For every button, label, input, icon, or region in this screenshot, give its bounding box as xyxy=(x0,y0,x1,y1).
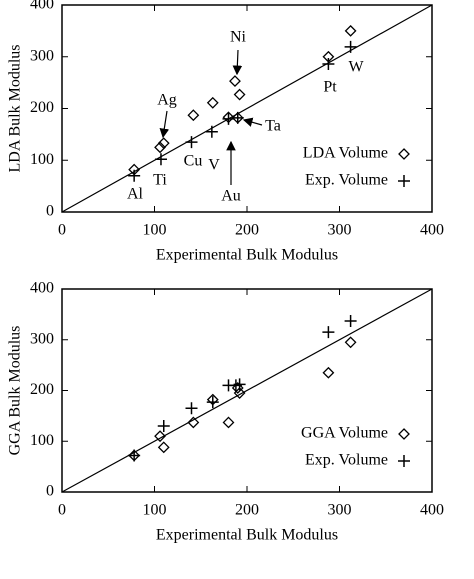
y-tick-label: 300 xyxy=(30,330,54,347)
diamond-marker xyxy=(344,336,357,349)
plus-marker xyxy=(322,57,335,70)
diamond-marker xyxy=(322,366,335,379)
y-tick-label: 400 xyxy=(30,280,54,297)
plus-marker xyxy=(322,326,335,339)
diamond-marker xyxy=(229,75,241,87)
x-tick-label: 200 xyxy=(235,502,259,519)
x-tick-label: 400 xyxy=(420,222,444,239)
plus-marker xyxy=(185,402,198,415)
legend-label: Exp. Volume xyxy=(305,172,388,189)
plus-marker xyxy=(185,136,198,149)
x-axis-label: Experimental Bulk Modulus xyxy=(156,247,338,264)
diamond-marker xyxy=(187,109,200,122)
y-tick-label: 200 xyxy=(30,381,54,398)
y-tick-label: 0 xyxy=(46,203,54,220)
y-axis-label: LDA Bulk Modulus xyxy=(7,44,24,172)
annotation-arrow xyxy=(242,117,263,127)
annotation-arrow xyxy=(159,110,170,139)
x-tick-label: 400 xyxy=(420,502,444,519)
plus-marker xyxy=(233,378,246,391)
annotation-arrow xyxy=(232,49,243,76)
annotation: Ti xyxy=(153,172,167,189)
plus-marker xyxy=(222,112,235,125)
x-tick-label: 0 xyxy=(58,502,66,519)
x-tick-label: 300 xyxy=(328,222,352,239)
y-tick-label: 200 xyxy=(30,99,54,116)
annotation: V xyxy=(208,157,220,174)
plus-marker xyxy=(154,153,167,166)
plus-marker xyxy=(344,40,357,53)
annotation: Ni xyxy=(230,29,247,46)
legend-label: GGA Volume xyxy=(301,425,388,442)
reference-line xyxy=(61,4,433,213)
legend-label: LDA Volume xyxy=(303,145,388,162)
plus-marker xyxy=(344,314,357,327)
diamond-marker xyxy=(233,88,246,101)
plus-marker xyxy=(206,396,219,409)
x-tick-label: 100 xyxy=(143,222,167,239)
diamond-marker xyxy=(344,24,357,37)
diamond-marker xyxy=(398,148,410,160)
plus-marker xyxy=(128,169,141,182)
annotation: Ta xyxy=(265,118,281,135)
annotation: Au xyxy=(221,188,241,205)
diamond-marker xyxy=(157,441,170,454)
plus-marker xyxy=(231,111,244,124)
y-tick-label: 100 xyxy=(30,151,54,168)
y-axis-label: GGA Bulk Modulus xyxy=(7,326,24,456)
annotation: Pt xyxy=(323,79,337,96)
annotation: Ag xyxy=(157,92,177,109)
y-tick-label: 0 xyxy=(46,483,54,500)
x-axis-label: Experimental Bulk Modulus xyxy=(156,527,338,544)
annotation: Cu xyxy=(184,153,203,170)
x-tick-label: 0 xyxy=(58,222,66,239)
y-tick-label: 100 xyxy=(30,432,54,449)
diamond-marker xyxy=(398,428,410,440)
x-tick-label: 200 xyxy=(235,222,259,239)
diamond-marker xyxy=(231,382,244,394)
x-tick-label: 100 xyxy=(143,502,167,519)
x-tick-label: 300 xyxy=(328,502,352,519)
plus-marker xyxy=(398,175,410,187)
annotation: W xyxy=(348,59,364,76)
legend-label: Exp. Volume xyxy=(305,452,388,469)
y-tick-label: 400 xyxy=(30,0,54,13)
plus-marker xyxy=(398,455,410,467)
diamond-marker xyxy=(154,430,166,443)
diamond-marker xyxy=(206,96,219,109)
diamond-marker xyxy=(187,416,200,429)
annotation: Al xyxy=(127,186,144,203)
y-tick-label: 300 xyxy=(30,47,54,64)
diamond-marker xyxy=(157,137,170,150)
plus-marker xyxy=(157,420,170,433)
reference-line xyxy=(61,288,433,493)
diamond-marker xyxy=(222,416,235,429)
plus-marker xyxy=(128,449,141,462)
diamond-marker xyxy=(154,141,166,154)
plus-marker xyxy=(205,125,218,138)
